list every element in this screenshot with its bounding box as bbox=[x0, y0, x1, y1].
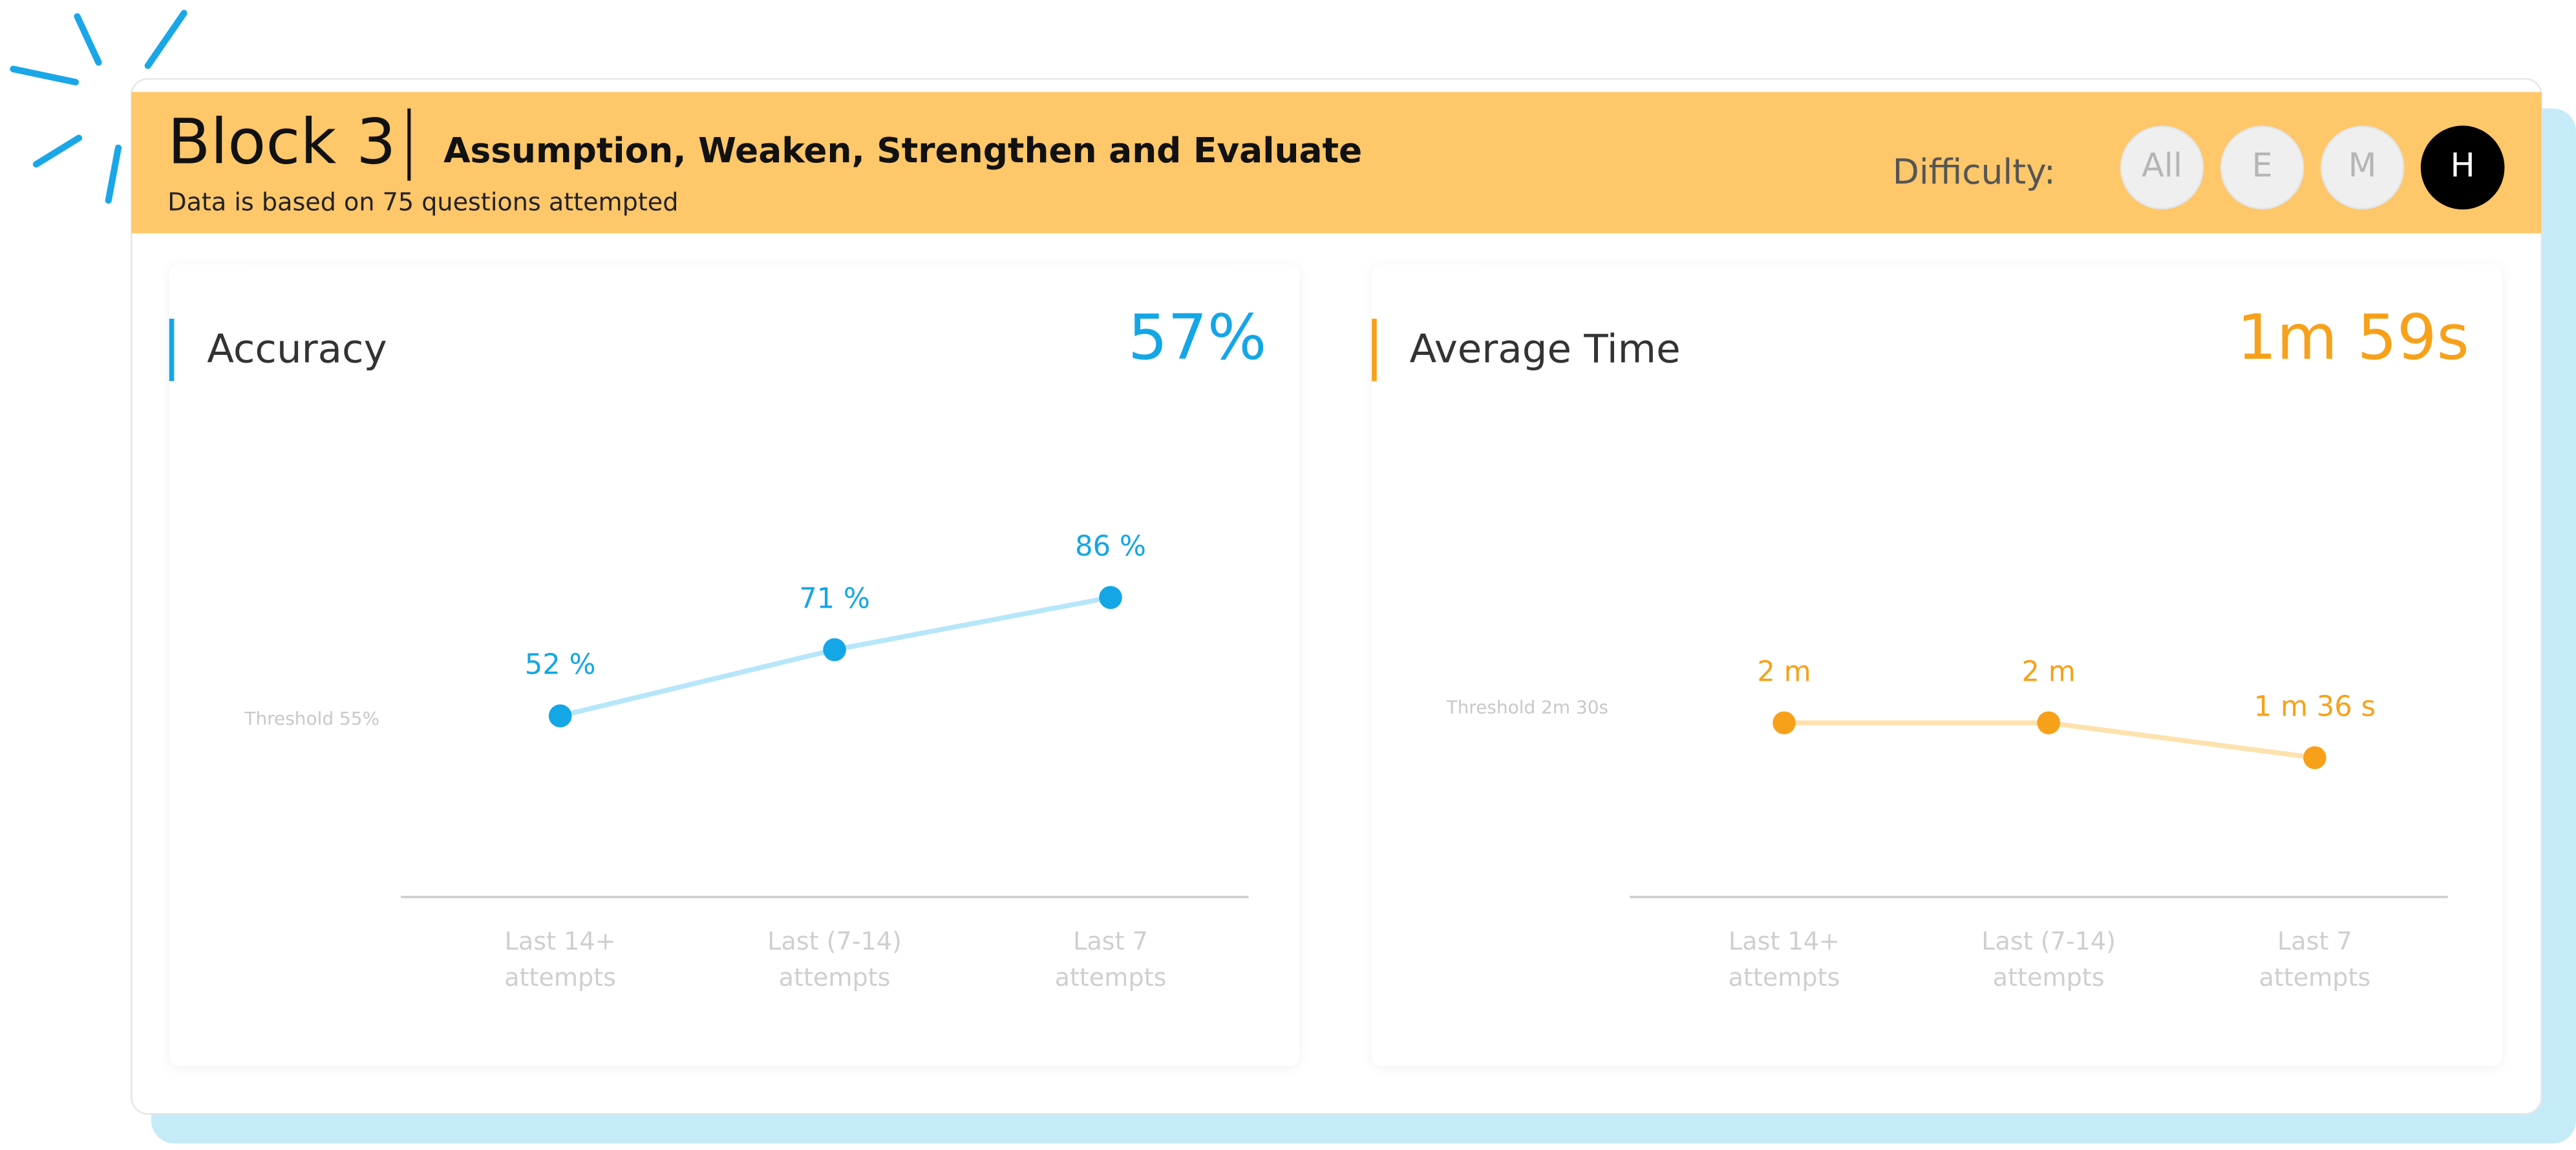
x-tick-label: Last 7 attempts bbox=[1054, 926, 1167, 993]
title-accent bbox=[169, 319, 175, 381]
point bbox=[823, 638, 846, 661]
x-tick-label-box: Last (7-14) attempts bbox=[767, 926, 902, 993]
difficulty-button[interactable] bbox=[2220, 125, 2305, 210]
panel bbox=[169, 264, 1300, 1067]
x-tick-label: Last (7-14) attempts bbox=[1981, 926, 2116, 993]
difficulty-option[interactable]: E bbox=[2252, 146, 2273, 184]
x-tick-label-box: Last 7 attempts bbox=[1054, 926, 1167, 993]
value-label: 1 m 36 s bbox=[2254, 690, 2376, 723]
point bbox=[2037, 711, 2060, 735]
panel bbox=[1372, 264, 2502, 1067]
difficulty-button[interactable] bbox=[2420, 125, 2505, 210]
sparkle-decoration bbox=[10, 10, 187, 204]
point bbox=[1772, 711, 1796, 735]
headline-value: 57% bbox=[1128, 301, 1267, 374]
value-label: 86 % bbox=[1075, 531, 1146, 563]
value-label: 52 % bbox=[525, 649, 596, 681]
point bbox=[548, 704, 572, 728]
x-tick-label: Last 14+ attempts bbox=[1728, 926, 1840, 993]
threshold-label: Threshold 55% bbox=[244, 708, 379, 729]
x-tick-label: Last 7 attempts bbox=[2259, 926, 2371, 993]
x-tick-label-box: Last (7-14) attempts bbox=[1981, 926, 2116, 993]
difficulty-option[interactable]: All bbox=[2142, 146, 2182, 184]
value-label: 2 m bbox=[2022, 655, 2076, 688]
difficulty-label: Difficulty: bbox=[1893, 151, 2056, 192]
charts: Accuracy 57% Threshold 55% Last 14+ attempt… bbox=[169, 301, 2469, 993]
value-label: 71 % bbox=[799, 582, 870, 615]
headline-value: 1m 59s bbox=[2237, 301, 2469, 374]
x-tick-label: Last 14+ attempts bbox=[504, 926, 617, 993]
value-label: 2 m bbox=[1757, 655, 1811, 688]
point bbox=[1099, 586, 1122, 610]
difficulty-option[interactable]: M bbox=[2348, 146, 2377, 184]
block-subtitle: Assumption, Weaken, Strengthen and Evalu… bbox=[443, 130, 1362, 171]
x-tick-label-box: Last 14+ attempts bbox=[1728, 926, 1840, 993]
threshold-label: Threshold 2m 30s bbox=[1446, 696, 1609, 718]
x-tick-label-box: Last 14+ attempts bbox=[504, 926, 617, 993]
x-tick-label: Last (7-14) attempts bbox=[767, 926, 902, 993]
chart-title: Accuracy bbox=[207, 326, 387, 372]
chart-title: Average Time bbox=[1410, 326, 1681, 372]
difficulty-buttons: All E M H bbox=[2120, 125, 2505, 210]
difficulty-option[interactable]: H bbox=[2451, 146, 2475, 184]
x-tick-label-box: Last 7 attempts bbox=[2259, 926, 2371, 993]
difficulty-button[interactable] bbox=[2120, 125, 2204, 210]
title-accent bbox=[1372, 319, 1377, 381]
block-title: Block 3 bbox=[167, 105, 396, 178]
block-note: Data is based on 75 questions attempted bbox=[167, 188, 678, 217]
difficulty-button[interactable] bbox=[2320, 125, 2405, 210]
point bbox=[2303, 746, 2326, 769]
